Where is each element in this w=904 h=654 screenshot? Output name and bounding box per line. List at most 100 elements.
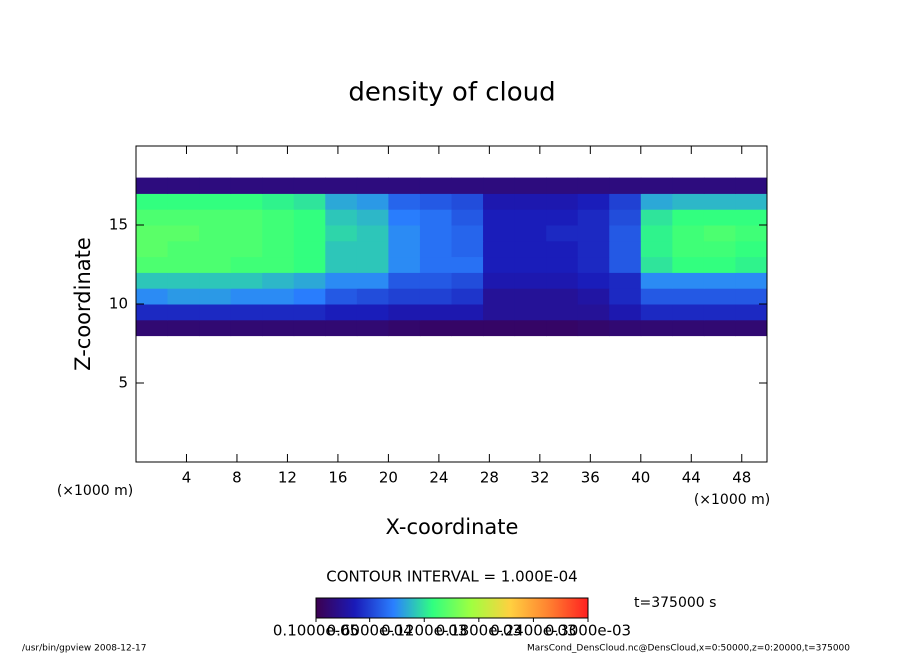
heat-cell [388,288,421,305]
heat-cell [419,272,452,289]
heat-cell [514,177,547,194]
heat-cell [356,288,389,305]
heat-cell [293,256,326,273]
heat-cell [609,319,642,337]
chart-title: density of cloud [348,78,555,108]
heat-cell [703,225,736,242]
heat-cell [293,304,326,321]
heat-cell [167,225,200,242]
colorbar [315,597,589,619]
x-tick-label: 44 [682,469,701,487]
x-tick-label: 32 [530,469,549,487]
heat-cell [577,256,610,273]
heat-cell [356,225,389,242]
heat-cell [325,288,358,305]
heat-cell [735,240,768,258]
heat-cell [262,256,295,273]
heat-cell [640,177,673,194]
heat-cell [262,225,295,242]
heat-cell [483,319,516,337]
heat-cell [640,319,673,337]
heat-cell [325,256,358,273]
heat-cell [325,272,358,289]
heat-cell [483,272,516,289]
heat-cell [609,256,642,273]
heat-cell [325,319,358,337]
heat-cell [672,319,705,337]
heat-cell [419,225,452,242]
heat-cell [199,304,232,321]
heat-cell [199,177,232,194]
contour-interval: CONTOUR INTERVAL = 1.000E-04 [326,568,577,586]
colorbar-tick-label: 0.2400e-03 [490,622,576,640]
heat-cell [293,193,326,210]
heat-cell [230,240,263,258]
heat-cell [609,225,642,242]
heat-cell [483,240,516,258]
heat-cell [483,225,516,242]
heat-cell [546,240,579,258]
heat-cell [546,319,579,337]
heat-cell [703,319,736,337]
heat-cell [735,225,768,242]
heat-cell [136,177,169,194]
heat-cell [640,209,673,226]
colorbar-tick-label: 0.1800e-03 [436,622,522,640]
heat-cell [640,304,673,321]
x-tick-label: 48 [732,469,751,487]
heat-cell [514,209,547,226]
colorbar-tick-label: 0.1200e-03 [381,622,467,640]
heat-cell [167,240,200,258]
plot-frame [135,145,768,463]
heat-cell [356,319,389,337]
heat-cell [356,209,389,226]
heat-cell [388,177,421,194]
heat-cell [703,193,736,210]
x-unit-right: (×1000 m) [694,492,770,508]
heat-cell [735,256,768,273]
heat-cell [451,209,484,226]
x-unit-left: (×1000 m) [57,483,133,499]
heat-cell [230,272,263,289]
heat-cell [293,177,326,194]
footer-left: /usr/bin/gpview 2008-12-17 [22,644,146,654]
heat-cell [577,288,610,305]
heat-cell [640,240,673,258]
heat-cell [419,288,452,305]
heat-cell [419,304,452,321]
heat-cell [514,240,547,258]
heat-cell [388,240,421,258]
heat-cell [199,209,232,226]
heat-cell [577,319,610,337]
x-tick-label: 20 [379,469,398,487]
heat-cell [230,193,263,210]
heat-cell [199,319,232,337]
heat-cell [703,272,736,289]
heat-cell [419,256,452,273]
heat-cell [167,209,200,226]
heat-cell [136,193,169,210]
heat-cell [262,304,295,321]
heat-cell [577,272,610,289]
heat-cell [136,256,169,273]
heat-cell [546,193,579,210]
heat-cell [199,193,232,210]
heat-cell [356,177,389,194]
heat-cell [230,288,263,305]
heat-cell [230,225,263,242]
heat-cell [451,256,484,273]
heat-cell [672,209,705,226]
heat-cell [293,319,326,337]
x-tick-label: 24 [429,469,448,487]
heat-cell [483,193,516,210]
heat-cell [451,225,484,242]
footer-right: MarsCond_DensCloud.nc@DensCloud,x=0:5000… [527,644,850,654]
heat-cell [167,304,200,321]
heat-cell [388,272,421,289]
heat-cell [546,256,579,273]
heat-cell [703,240,736,258]
heat-cell [136,225,169,242]
heat-cell [514,256,547,273]
heat-cell [419,193,452,210]
